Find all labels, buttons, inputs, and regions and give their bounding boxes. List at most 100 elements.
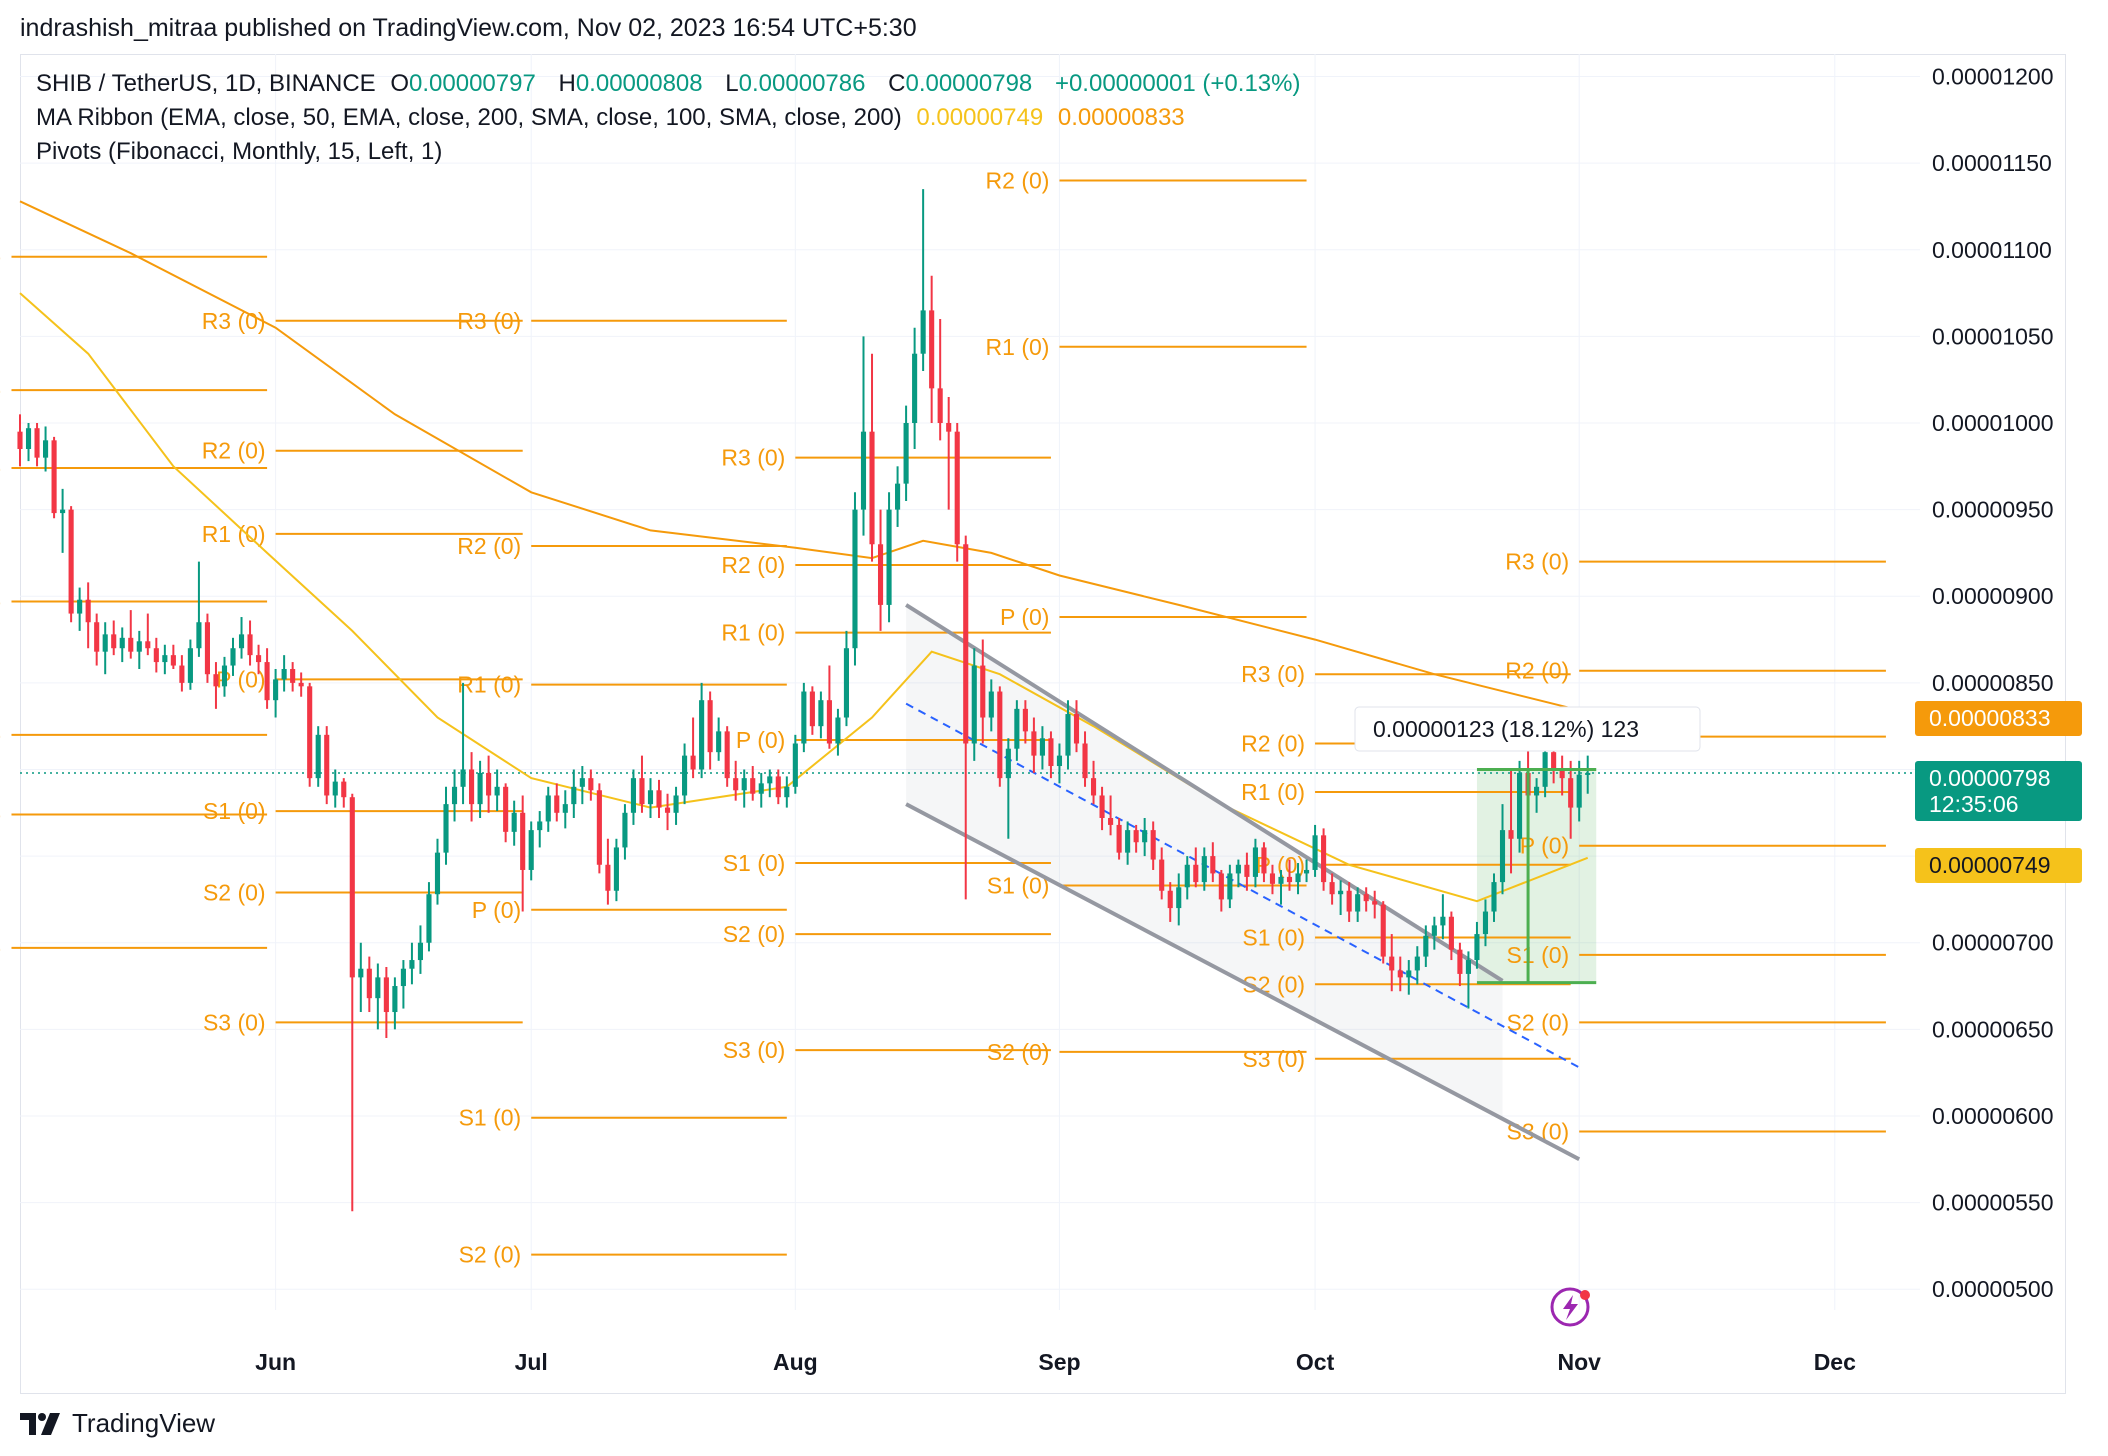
last-price-value: 0.00000798 [1929, 765, 2051, 791]
pivot-label: S1 (0) [459, 1105, 522, 1131]
candle [392, 977, 398, 1030]
ma200-price-tag: 0.00000833 [1915, 701, 2082, 736]
candle-body [307, 686, 313, 779]
candle-body [1235, 864, 1241, 874]
candle-body [571, 786, 577, 805]
candle-body [1099, 795, 1105, 818]
candle [1244, 852, 1250, 891]
candle-body [1201, 856, 1207, 883]
y-tick-label: 0.00000650 [1932, 1016, 2054, 1042]
candle-body [1295, 873, 1301, 883]
candle-body [332, 781, 338, 796]
pivot-label: P (0) [736, 727, 785, 753]
candle [298, 672, 304, 697]
candle-body [605, 864, 611, 891]
candle [213, 662, 219, 709]
candle [477, 760, 483, 818]
candle-body [809, 691, 815, 727]
candle [196, 561, 202, 657]
candle [443, 786, 449, 865]
candle-body [170, 655, 176, 666]
candle [170, 644, 176, 670]
candle [537, 811, 543, 848]
candle-body [1355, 894, 1361, 912]
candle-body [1389, 956, 1395, 971]
candle-body [486, 772, 492, 796]
x-tick-label: Jul [515, 1349, 548, 1375]
candle-body [1082, 743, 1088, 779]
candle [511, 800, 517, 846]
candle-body [1440, 916, 1446, 926]
legend-open: O0.00000797 [390, 70, 536, 97]
pivot-label: S2 (0) [0, 802, 1, 828]
legend-pivots[interactable]: Pivots (Fibonacci, Monthly, 15, Left, 1) [36, 138, 450, 166]
candle-body [937, 388, 943, 424]
candle-body [835, 717, 841, 744]
candle [690, 717, 696, 779]
channel-lower-line [905, 802, 1581, 1162]
candle [426, 882, 432, 952]
candle [1005, 738, 1011, 839]
candle [528, 821, 534, 881]
ma50-price-tag: 0.00000749 [1915, 848, 2082, 883]
candle-body [912, 353, 918, 424]
legend-ma-ribbon[interactable]: MA Ribbon (EMA, close, 50, EMA, close, 2… [36, 104, 1193, 132]
candle-body [375, 977, 381, 999]
candle-body [1372, 901, 1378, 905]
candle [1559, 755, 1565, 796]
candle [912, 327, 918, 449]
pivot-label: R3 (0) [457, 308, 521, 334]
candle-body [1193, 864, 1199, 883]
candle-body [1423, 935, 1429, 957]
legend-ohlc: SHIB / TetherUS, 1D, BINANCE O0.00000797… [36, 70, 1308, 98]
candle-body [682, 755, 688, 796]
pivot-label: R1 (0) [721, 620, 785, 646]
candle-body [1482, 911, 1489, 935]
candle-body [358, 968, 364, 978]
candle [187, 639, 193, 690]
pivot-label: R1 (0) [457, 672, 521, 698]
candle [1184, 856, 1190, 900]
candle [1065, 700, 1071, 770]
candle [1193, 847, 1199, 888]
candle-body [690, 755, 696, 770]
candle [1465, 951, 1471, 1009]
publish-line: indrashish_mitraa published on TradingVi… [20, 14, 917, 42]
candle [315, 726, 321, 787]
tradingview-brand[interactable]: TradingView [20, 1408, 215, 1439]
candle [153, 637, 159, 673]
candle [1508, 769, 1514, 874]
candle-body [60, 509, 66, 514]
candle-body [758, 783, 764, 794]
candle [434, 838, 441, 905]
candle [988, 679, 994, 732]
candle [997, 686, 1003, 787]
candle-body [392, 986, 398, 1013]
candle [869, 353, 875, 562]
candle [937, 319, 943, 441]
legend-symbol[interactable]: SHIB / TetherUS, 1D, BINANCE [36, 70, 376, 97]
candle [366, 956, 372, 1013]
candle [1252, 838, 1258, 888]
flash-icon-ring [1550, 1287, 1590, 1327]
ma-ribbon-label: MA Ribbon (EMA, close, 50, EMA, close, 2… [36, 104, 902, 131]
candle [1355, 887, 1361, 922]
pivot-label: S3 (0) [1242, 1046, 1305, 1072]
candle [1482, 899, 1489, 947]
candle-body [946, 423, 952, 432]
candle [102, 622, 108, 675]
candle [417, 925, 424, 974]
candle-body [1576, 774, 1582, 808]
candle-body [920, 310, 926, 354]
candle [204, 613, 210, 683]
candle [1227, 864, 1233, 909]
candle [767, 769, 773, 798]
candle [1406, 960, 1412, 995]
pivot-label: R3 (0) [721, 445, 785, 471]
candle-body [733, 778, 739, 791]
y-tick-label: 0.00000950 [1932, 497, 2054, 523]
candle-body [213, 674, 219, 687]
candle [34, 423, 40, 467]
pivot-label: R3 (0) [1241, 661, 1305, 687]
